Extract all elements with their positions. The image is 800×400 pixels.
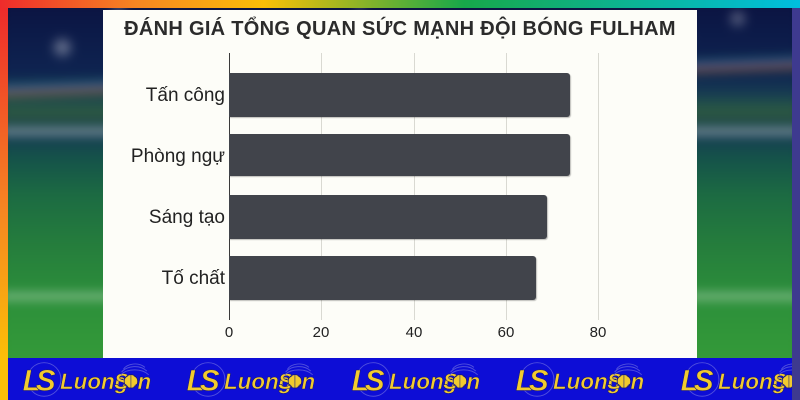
svg-text:S: S xyxy=(365,365,385,398)
svg-text:S: S xyxy=(36,365,56,398)
svg-text:S: S xyxy=(694,365,714,398)
svg-text:S: S xyxy=(529,365,549,398)
svg-text:n: n xyxy=(631,369,645,394)
svg-text:n: n xyxy=(466,369,480,394)
svg-text:n: n xyxy=(137,369,151,394)
svg-text:n: n xyxy=(302,369,316,394)
svg-text:S: S xyxy=(200,365,220,398)
